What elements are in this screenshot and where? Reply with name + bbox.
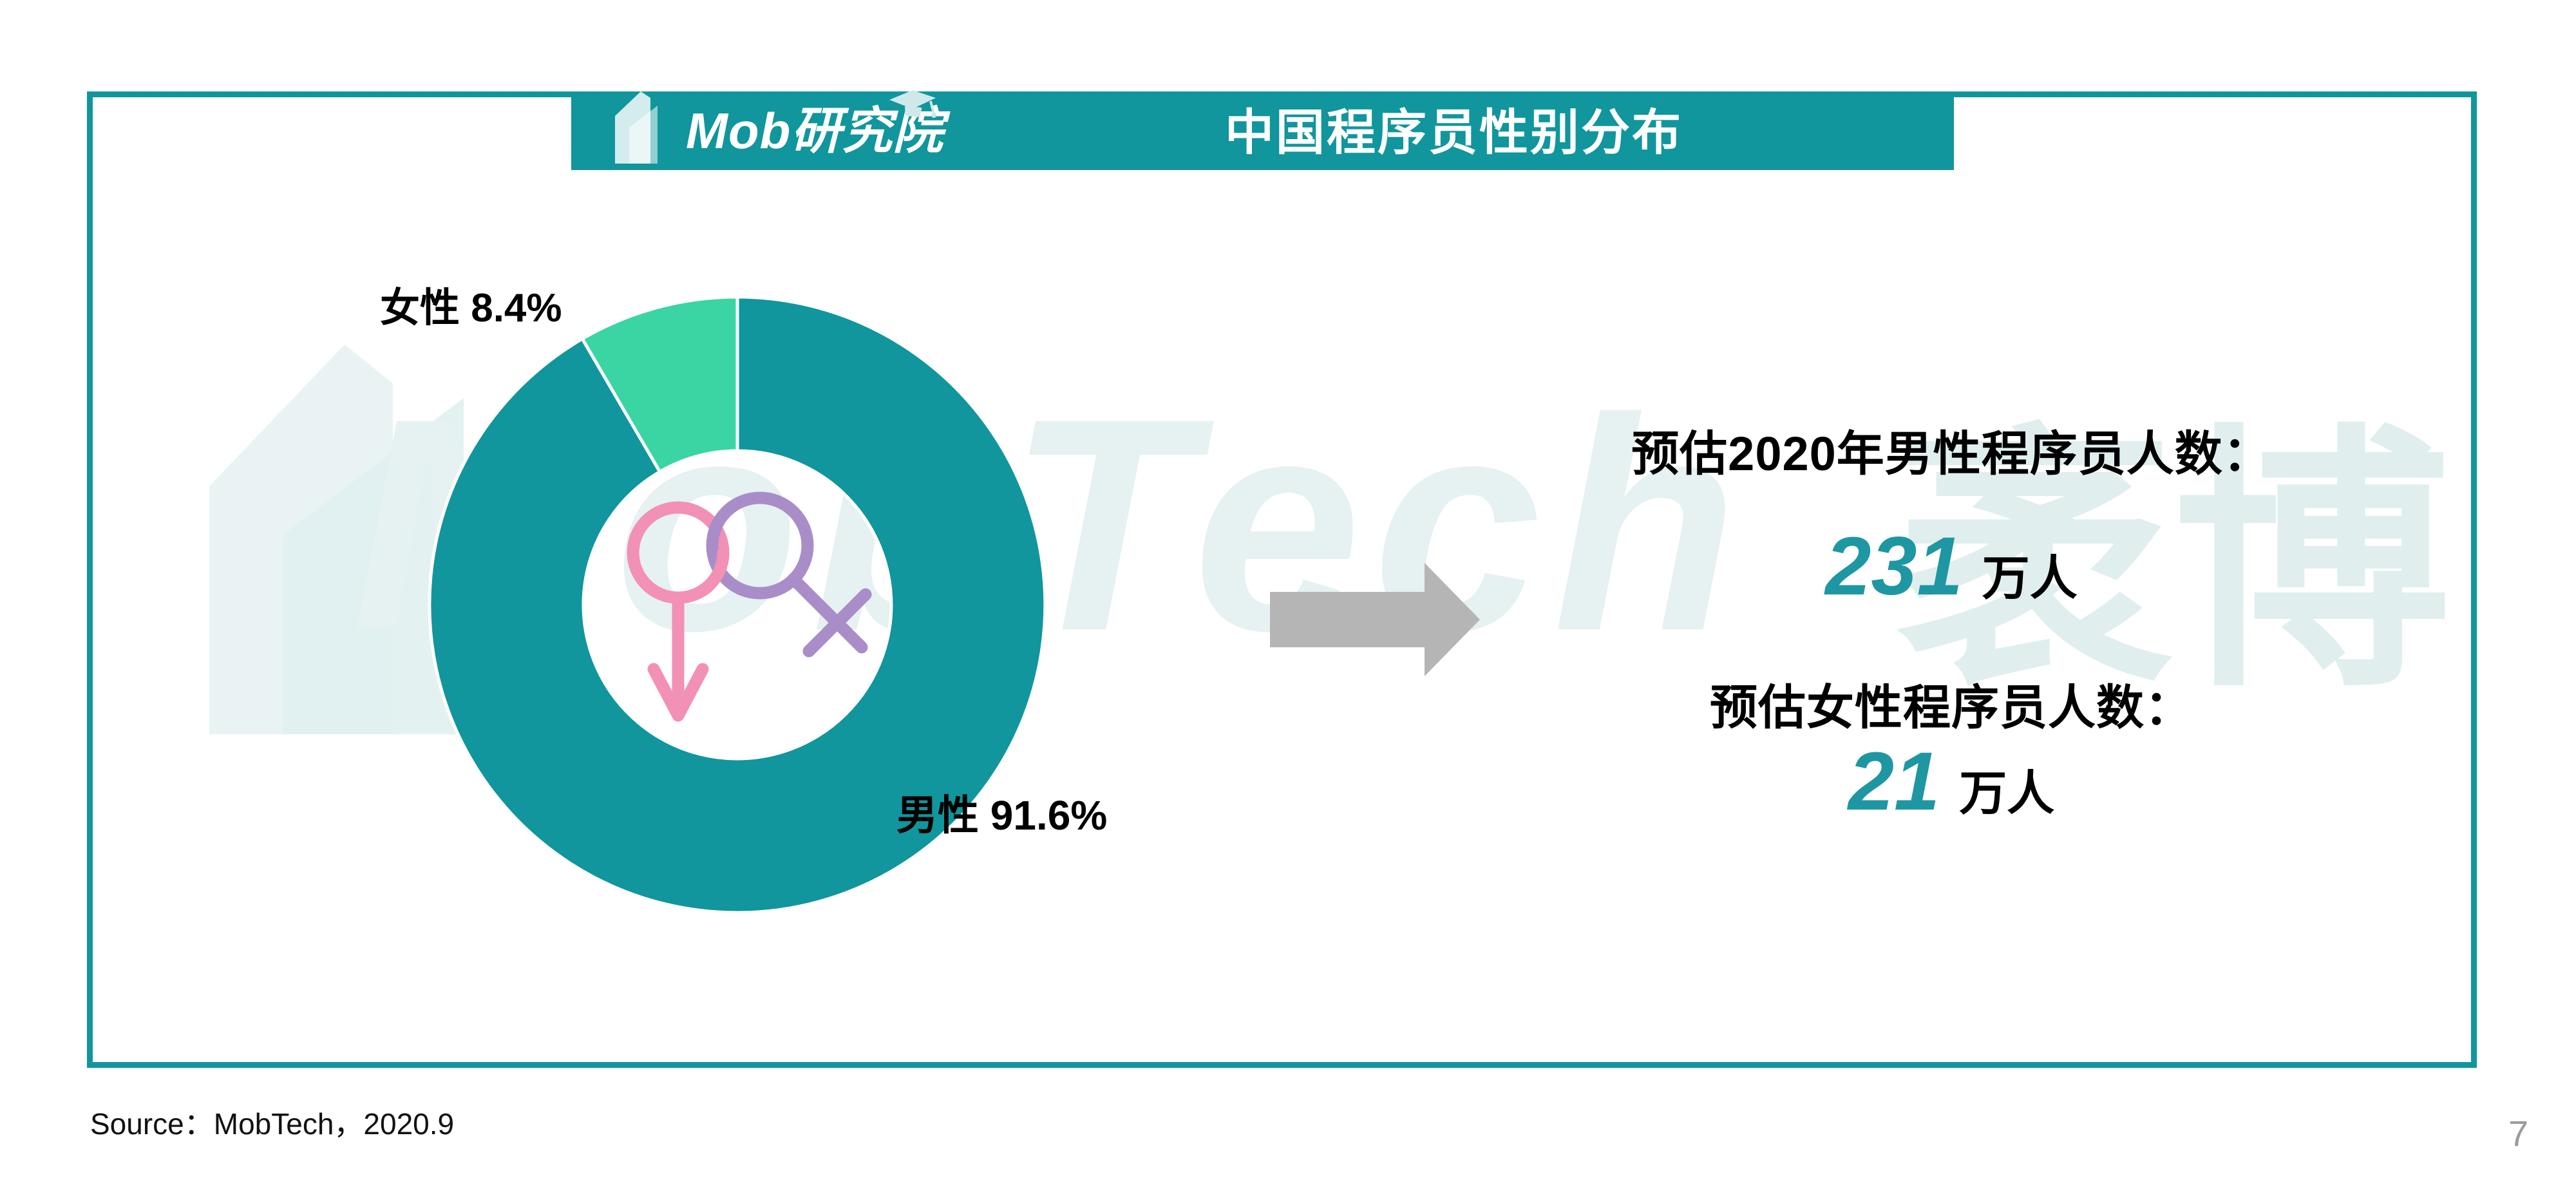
male-slice-label: 男性 91.6%: [896, 792, 1108, 839]
logo-building-icon: [615, 91, 658, 164]
right-arrow-shape: [1270, 563, 1480, 676]
female-estimate-value-row: 21 万人: [1501, 741, 2402, 823]
source-note: Source：MobTech，2020.9: [90, 1107, 455, 1141]
female-estimate-unit: 万人: [1959, 766, 2055, 820]
page-title: 中国程序员性别分布: [1225, 106, 1683, 160]
right-arrow-icon: [1270, 563, 1480, 676]
watermark-building-icon: [209, 345, 464, 734]
donut-slice-female: [580, 295, 739, 473]
male-estimate-value: 231: [1825, 520, 1963, 612]
graduation-cap-icon: [889, 90, 936, 118]
male-estimate-value-row: 231 万人: [1501, 526, 2402, 608]
male-symbol-overlap-arc: [694, 546, 730, 598]
slide-border: [87, 91, 2477, 1068]
male-estimate-label: 预估2020年男性程序员人数：: [1631, 427, 2271, 480]
header-banner: Mob研究院 中国程序员性别分布: [571, 90, 1954, 170]
page-number: 7: [2508, 1113, 2529, 1154]
female-estimate-label: 预估女性程序员人数：: [1710, 681, 2193, 734]
female-slice-label: 女性 8.4%: [380, 286, 562, 330]
female-estimate-value: 21: [1848, 736, 1940, 828]
logo-text: Mob研究院: [686, 102, 944, 159]
gender-donut-chart: [428, 295, 1047, 915]
female-symbol-icon: [706, 491, 872, 658]
donut-slice-male: [428, 295, 1047, 915]
male-estimate-unit: 万人: [1982, 551, 2078, 605]
watermark-text-cjk: 袤博: [1897, 409, 2450, 718]
